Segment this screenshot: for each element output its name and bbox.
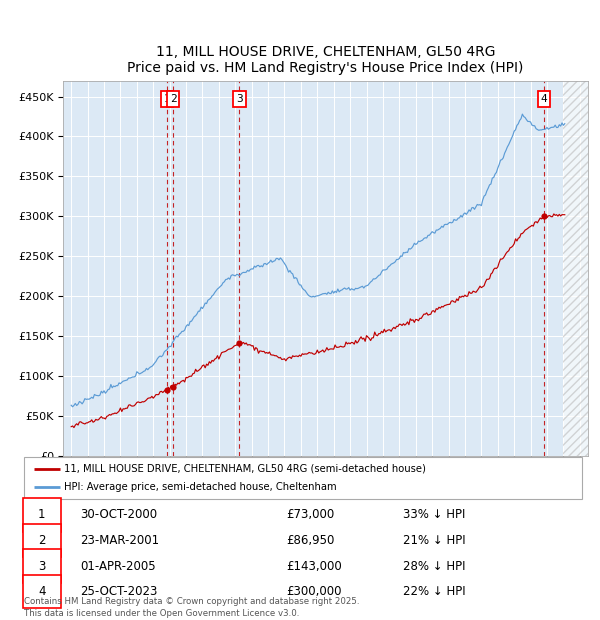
Text: 1: 1 [38, 508, 46, 521]
Text: Contains HM Land Registry data © Crown copyright and database right 2025.
This d: Contains HM Land Registry data © Crown c… [24, 597, 359, 618]
Text: 2: 2 [170, 94, 176, 104]
Text: 21% ↓ HPI: 21% ↓ HPI [403, 534, 466, 547]
Text: HPI: Average price, semi-detached house, Cheltenham: HPI: Average price, semi-detached house,… [64, 482, 337, 492]
Text: 3: 3 [236, 94, 243, 104]
Text: 01-APR-2005: 01-APR-2005 [80, 560, 155, 573]
Text: £73,000: £73,000 [286, 508, 335, 521]
FancyBboxPatch shape [23, 575, 61, 608]
Text: 4: 4 [541, 94, 547, 104]
Text: 23-MAR-2001: 23-MAR-2001 [80, 534, 159, 547]
Text: 2: 2 [38, 534, 46, 547]
FancyBboxPatch shape [23, 524, 61, 557]
Polygon shape [563, 81, 588, 456]
Text: 11, MILL HOUSE DRIVE, CHELTENHAM, GL50 4RG (semi-detached house): 11, MILL HOUSE DRIVE, CHELTENHAM, GL50 4… [64, 464, 426, 474]
Text: 28% ↓ HPI: 28% ↓ HPI [403, 560, 466, 573]
Text: £300,000: £300,000 [286, 585, 342, 598]
Text: 33% ↓ HPI: 33% ↓ HPI [403, 508, 466, 521]
Text: 1: 1 [163, 94, 170, 104]
Text: 3: 3 [38, 560, 46, 573]
FancyBboxPatch shape [24, 457, 582, 499]
Text: £86,950: £86,950 [286, 534, 335, 547]
Text: 25-OCT-2023: 25-OCT-2023 [80, 585, 157, 598]
Text: 30-OCT-2000: 30-OCT-2000 [80, 508, 157, 521]
Text: 4: 4 [38, 585, 46, 598]
Text: 22% ↓ HPI: 22% ↓ HPI [403, 585, 466, 598]
FancyBboxPatch shape [23, 498, 61, 532]
Title: 11, MILL HOUSE DRIVE, CHELTENHAM, GL50 4RG
Price paid vs. HM Land Registry's Hou: 11, MILL HOUSE DRIVE, CHELTENHAM, GL50 4… [127, 45, 524, 75]
FancyBboxPatch shape [23, 549, 61, 583]
Text: £143,000: £143,000 [286, 560, 342, 573]
